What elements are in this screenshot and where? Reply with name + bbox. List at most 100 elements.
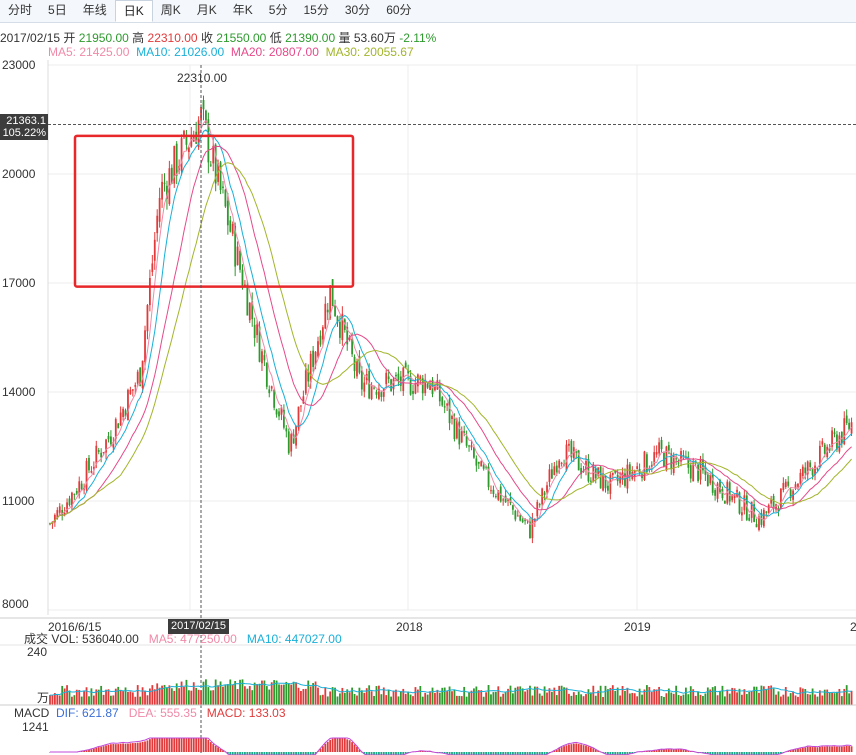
candle-body [236, 246, 239, 266]
candle-body [624, 473, 626, 486]
candle-body [453, 417, 456, 440]
macd-bar [341, 738, 344, 752]
macd-bar [473, 752, 475, 755]
volume-bar [200, 690, 202, 705]
volume-ma-line [50, 682, 852, 696]
volume-unit-label: 万 [37, 691, 49, 705]
volume-bar [222, 686, 224, 705]
candle-body [473, 447, 475, 458]
volume-bar [402, 688, 405, 705]
volume-bar [850, 690, 853, 705]
tab-3[interactable]: 日K [114, 0, 153, 22]
candle-body [231, 223, 234, 234]
candle-body [546, 485, 548, 493]
volume-bar [543, 686, 546, 705]
volume-bar [711, 687, 714, 705]
volume-bar [385, 695, 388, 705]
ma10-legend: MA10: 21026.00 [136, 45, 225, 59]
macd-bar [200, 738, 202, 752]
volume-bar [105, 689, 107, 705]
tab-1[interactable]: 5日 [48, 3, 67, 17]
volume-bar [329, 691, 332, 705]
volume-bar [585, 694, 587, 705]
tab-2[interactable]: 年线 [82, 3, 107, 17]
volume-bar [453, 689, 456, 705]
volume-bar [139, 696, 142, 705]
volume-bar [809, 694, 812, 705]
volume-bar [706, 687, 709, 705]
tab-0[interactable]: 分时 [8, 3, 33, 17]
candle-body [409, 376, 412, 395]
volume-bar [358, 687, 361, 705]
macd-bar [772, 752, 775, 755]
macd-bar [363, 752, 366, 754]
tab-5[interactable]: 月K [196, 3, 217, 17]
volume-bar [633, 693, 636, 705]
volume-bar [124, 687, 127, 705]
tab-4[interactable]: 周K [160, 3, 181, 17]
macd-bar [268, 752, 271, 755]
macd-bar [195, 738, 198, 752]
tab-9[interactable]: 30分 [344, 3, 371, 17]
candle-body [63, 512, 66, 516]
volume-bar [550, 691, 553, 705]
macd-bar [329, 739, 332, 752]
macd-bar [399, 752, 402, 755]
volume-bar [51, 695, 54, 705]
macd-bar [80, 751, 83, 752]
candle-body [95, 445, 98, 464]
volume-bar [719, 691, 721, 705]
macd-bar [375, 752, 378, 755]
candle-body [248, 302, 251, 321]
candle-body [275, 409, 278, 415]
volume-bar [178, 688, 181, 705]
candle-body [848, 422, 851, 430]
volume-bar [697, 691, 699, 705]
candle-body [185, 134, 188, 145]
candle-body [402, 367, 405, 391]
volume-bar [190, 690, 193, 705]
macd-bar [297, 752, 300, 755]
macd-bar [265, 752, 268, 755]
y-tick-label: 23000 [2, 58, 36, 72]
tab-7[interactable]: 5分 [268, 3, 288, 17]
macd-bar [273, 752, 276, 755]
candle-body [68, 498, 71, 506]
macd-bar [655, 750, 658, 752]
macd-bar [287, 752, 290, 755]
macd-bar [672, 749, 675, 752]
tab-10[interactable]: 60分 [386, 3, 412, 17]
candle-body [253, 324, 256, 338]
macd-bar [117, 744, 120, 752]
volume-bar [650, 692, 653, 705]
macd-bar [105, 745, 107, 752]
macd-bar [348, 740, 351, 752]
tab-8[interactable]: 15分 [303, 3, 329, 17]
macd-bar [378, 752, 380, 755]
macd-bar [166, 738, 168, 752]
candle-body [502, 499, 505, 501]
candle-body [114, 419, 117, 439]
volume-bar [234, 681, 237, 705]
volume-bar [334, 687, 336, 705]
macd-bar [741, 752, 743, 755]
candle-body [358, 356, 361, 373]
macd-bar [307, 752, 310, 755]
volume-bar [324, 687, 327, 705]
volume-bar [63, 688, 66, 705]
macd-bar [392, 752, 395, 755]
volume-bar [136, 685, 139, 705]
candle-body [139, 367, 142, 386]
tab-6[interactable]: 年K [232, 3, 253, 17]
macd-bar [777, 752, 780, 754]
macd-bar [112, 744, 115, 752]
volume-bar [205, 679, 207, 705]
candle-body [443, 406, 446, 408]
candle-body [806, 461, 809, 475]
volume-bar [811, 688, 814, 705]
macd-title: MACD [14, 706, 50, 720]
macd-bar [302, 752, 305, 755]
macd-bar [326, 741, 329, 752]
macd-bar [563, 746, 565, 752]
